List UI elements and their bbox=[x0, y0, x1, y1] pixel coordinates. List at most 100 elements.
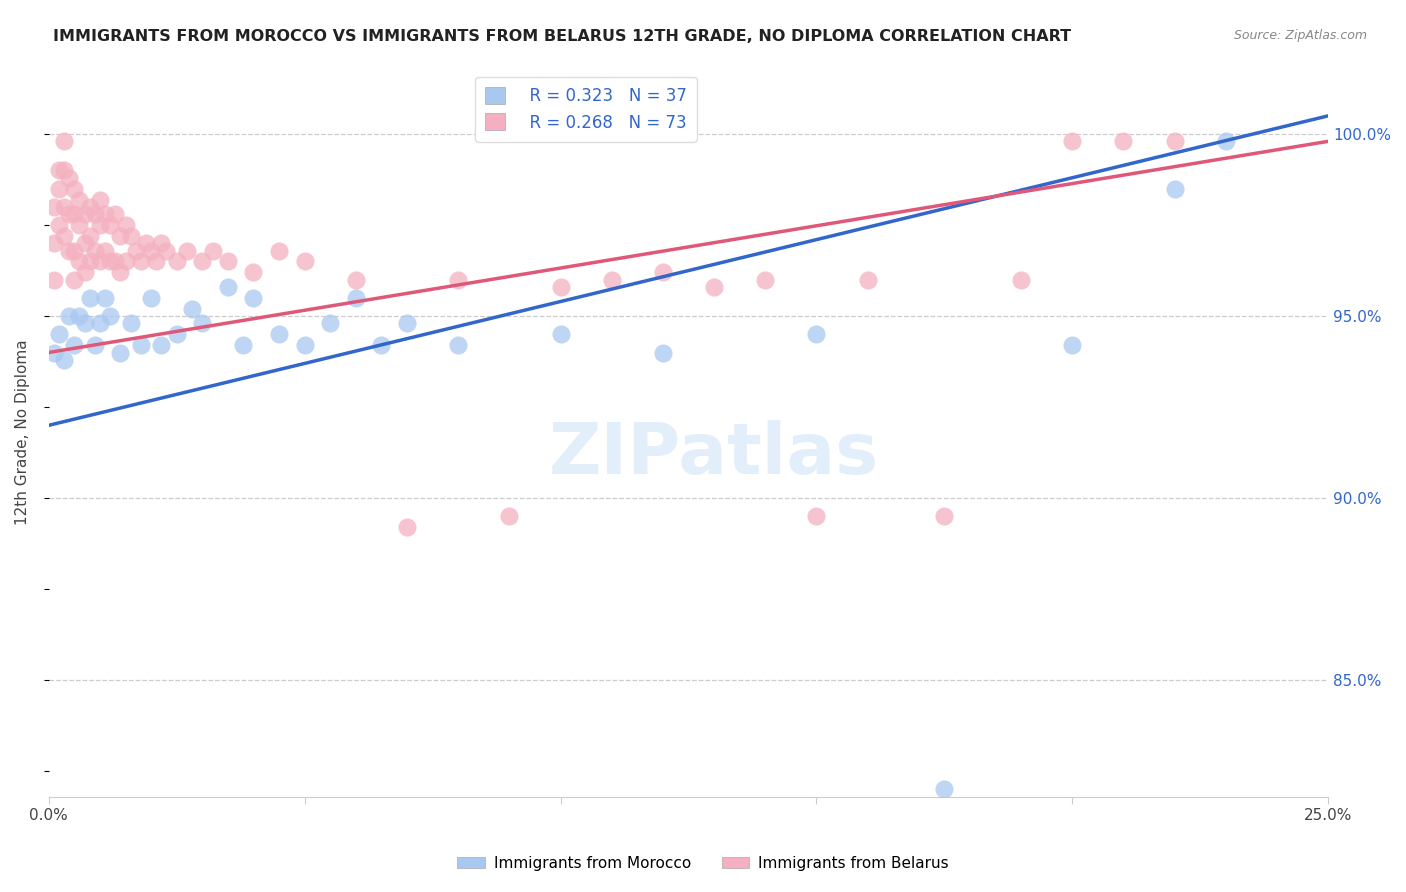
Point bbox=[94, 244, 117, 258]
Point bbox=[498, 509, 520, 524]
Point bbox=[58, 309, 80, 323]
Point bbox=[63, 273, 86, 287]
Point bbox=[110, 229, 132, 244]
Point bbox=[98, 309, 121, 323]
Point bbox=[232, 338, 254, 352]
Point bbox=[69, 193, 91, 207]
Point bbox=[79, 291, 101, 305]
Text: ZIPatlas: ZIPatlas bbox=[548, 420, 879, 489]
Text: IMMIGRANTS FROM MOROCCO VS IMMIGRANTS FROM BELARUS 12TH GRADE, NO DIPLOMA CORREL: IMMIGRANTS FROM MOROCCO VS IMMIGRANTS FR… bbox=[53, 29, 1071, 44]
Point bbox=[48, 163, 70, 178]
Point bbox=[73, 265, 96, 279]
Point bbox=[58, 244, 80, 258]
Point bbox=[191, 317, 214, 331]
Point bbox=[1163, 182, 1185, 196]
Point bbox=[1215, 134, 1237, 148]
Point bbox=[703, 280, 725, 294]
Point bbox=[63, 244, 86, 258]
Point bbox=[294, 338, 316, 352]
Point bbox=[79, 254, 101, 268]
Point bbox=[94, 207, 117, 221]
Point bbox=[370, 338, 392, 352]
Point bbox=[48, 218, 70, 232]
Point bbox=[135, 236, 157, 251]
Point bbox=[166, 327, 188, 342]
Point bbox=[447, 338, 470, 352]
Point bbox=[104, 254, 127, 268]
Point bbox=[53, 352, 76, 367]
Point bbox=[94, 291, 117, 305]
Point bbox=[114, 218, 136, 232]
Point bbox=[600, 273, 623, 287]
Point bbox=[73, 207, 96, 221]
Point bbox=[934, 509, 956, 524]
Point bbox=[89, 218, 111, 232]
Point bbox=[651, 265, 673, 279]
Point bbox=[395, 520, 418, 534]
Point bbox=[344, 273, 367, 287]
Point bbox=[806, 509, 828, 524]
Point bbox=[89, 193, 111, 207]
Point bbox=[856, 273, 879, 287]
Point bbox=[129, 254, 152, 268]
Point bbox=[73, 236, 96, 251]
Point bbox=[63, 207, 86, 221]
Point bbox=[63, 338, 86, 352]
Point bbox=[139, 291, 162, 305]
Point bbox=[53, 229, 76, 244]
Point bbox=[89, 317, 111, 331]
Point bbox=[242, 265, 264, 279]
Point bbox=[73, 317, 96, 331]
Point bbox=[217, 280, 239, 294]
Point bbox=[550, 327, 572, 342]
Point bbox=[53, 163, 76, 178]
Point bbox=[651, 345, 673, 359]
Point bbox=[267, 244, 290, 258]
Point bbox=[447, 273, 470, 287]
Point bbox=[191, 254, 214, 268]
Point bbox=[110, 265, 132, 279]
Point bbox=[42, 345, 65, 359]
Point bbox=[1010, 273, 1032, 287]
Y-axis label: 12th Grade, No Diploma: 12th Grade, No Diploma bbox=[15, 340, 30, 525]
Point bbox=[145, 254, 167, 268]
Point bbox=[79, 229, 101, 244]
Text: Source: ZipAtlas.com: Source: ZipAtlas.com bbox=[1233, 29, 1367, 42]
Point bbox=[139, 244, 162, 258]
Point bbox=[104, 207, 127, 221]
Point bbox=[114, 254, 136, 268]
Point bbox=[58, 170, 80, 185]
Point bbox=[319, 317, 342, 331]
Point bbox=[98, 218, 121, 232]
Legend:   R = 0.323   N = 37,   R = 0.268   N = 73: R = 0.323 N = 37, R = 0.268 N = 73 bbox=[475, 77, 697, 142]
Point bbox=[63, 182, 86, 196]
Point bbox=[69, 218, 91, 232]
Point bbox=[98, 254, 121, 268]
Point bbox=[150, 338, 173, 352]
Point bbox=[155, 244, 177, 258]
Point bbox=[1062, 134, 1084, 148]
Point bbox=[150, 236, 173, 251]
Point bbox=[89, 254, 111, 268]
Point bbox=[69, 309, 91, 323]
Point bbox=[48, 327, 70, 342]
Point bbox=[166, 254, 188, 268]
Legend: Immigrants from Morocco, Immigrants from Belarus: Immigrants from Morocco, Immigrants from… bbox=[451, 850, 955, 877]
Point bbox=[1062, 338, 1084, 352]
Point bbox=[42, 273, 65, 287]
Point bbox=[110, 345, 132, 359]
Point bbox=[217, 254, 239, 268]
Point bbox=[42, 236, 65, 251]
Point bbox=[344, 291, 367, 305]
Point bbox=[42, 200, 65, 214]
Point bbox=[69, 254, 91, 268]
Point bbox=[125, 244, 148, 258]
Point bbox=[83, 244, 105, 258]
Point bbox=[176, 244, 198, 258]
Point bbox=[83, 338, 105, 352]
Point bbox=[181, 301, 204, 316]
Point bbox=[53, 134, 76, 148]
Point bbox=[754, 273, 776, 287]
Point bbox=[120, 317, 142, 331]
Point bbox=[53, 200, 76, 214]
